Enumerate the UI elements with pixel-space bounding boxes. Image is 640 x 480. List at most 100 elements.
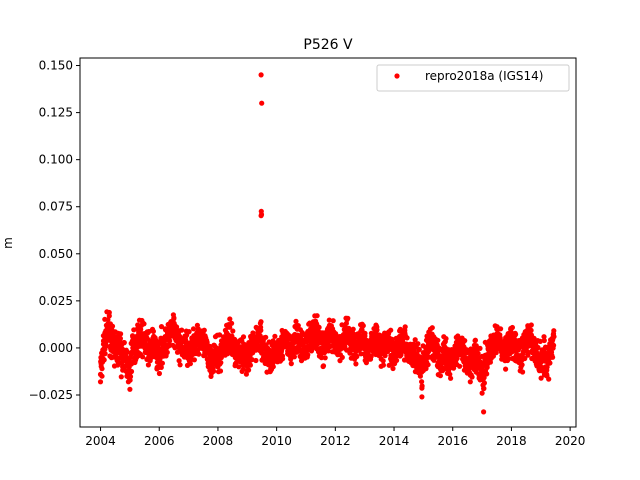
x-tick-label: 2004 (85, 434, 116, 448)
scatter-point (464, 367, 470, 374)
scatter-point (388, 345, 394, 351)
x-tick-label: 2012 (320, 434, 351, 448)
scatter-point (441, 356, 447, 362)
scatter-noise-point (118, 374, 124, 380)
x-tick-label: 2018 (496, 434, 527, 448)
scatter-point (300, 349, 306, 355)
scatter-point (253, 334, 259, 340)
scatter-point (476, 375, 482, 381)
scatter-point (147, 349, 153, 355)
scatter-point (467, 379, 473, 385)
scatter-point (373, 326, 379, 332)
scatter-point (491, 337, 497, 343)
scatter-point (262, 352, 268, 359)
scatter-noise-point (339, 354, 345, 360)
scatter-point (221, 341, 227, 347)
scatter-point (114, 354, 120, 360)
scatter-point (274, 352, 280, 359)
scatter-point (191, 334, 198, 340)
scatter-point (318, 337, 324, 343)
y-tick-label: 0.125 (39, 106, 73, 120)
scatter-point (517, 360, 523, 366)
scatter-point (485, 360, 491, 366)
scatter-noise-point (350, 326, 356, 332)
y-tick-label: 0.025 (39, 294, 73, 308)
scatter-noise-point (280, 356, 286, 362)
scatter-noise-point (257, 333, 263, 339)
scatter-noise-point (240, 366, 246, 372)
scatter-noise-point (158, 324, 165, 330)
scatter-point (323, 334, 330, 340)
scatter-point (511, 341, 517, 347)
scatter-point (128, 360, 134, 366)
scatter-point (238, 345, 244, 351)
scatter-noise-point (121, 340, 127, 346)
scatter-noise-point (484, 364, 490, 370)
scatter-point (109, 339, 115, 345)
scatter-point (541, 356, 547, 362)
scatter-point (414, 364, 421, 370)
scatter-point (258, 72, 264, 78)
scatter-point (326, 322, 333, 328)
plot-frame (79, 57, 577, 428)
x-tick-label: 2014 (379, 434, 410, 448)
scatter-point (235, 356, 242, 362)
scatter-point (461, 356, 468, 362)
scatter-noise-point (167, 338, 173, 344)
scatter-point (212, 356, 218, 362)
scatter-noise-point (506, 356, 512, 362)
scatter-point (473, 356, 479, 362)
scatter-point (444, 364, 450, 370)
scatter-noise-point (150, 328, 156, 334)
scatter-noise-point (227, 316, 233, 322)
scatter-point (529, 337, 535, 343)
scatter-point (165, 326, 171, 332)
scatter-point (488, 349, 494, 355)
scatter-noise-point (288, 361, 294, 367)
scatter-point (183, 337, 189, 343)
scatter-point (188, 352, 195, 359)
scatter-noise-point (469, 374, 475, 380)
scatter-point (368, 345, 374, 351)
scatter-point (247, 352, 253, 359)
scatter-point (200, 341, 206, 347)
scatter-point (291, 334, 297, 340)
scatter-point (156, 360, 162, 366)
scatter-point (177, 339, 183, 345)
scatter-noise-point (509, 324, 515, 331)
scatter-point (514, 352, 520, 359)
scatter-point (547, 360, 553, 366)
scatter-noise-point (425, 362, 431, 368)
scatter-point (335, 345, 341, 351)
scatter-point (97, 379, 104, 385)
scatter-point (197, 330, 203, 336)
y-axis-label: m (1, 237, 15, 249)
scatter-noise-point (541, 337, 547, 344)
scatter-noise-point (513, 331, 519, 337)
scatter-point (136, 330, 142, 336)
scatter-point (538, 367, 544, 374)
scatter-point (294, 326, 300, 332)
scatter-noise-point (187, 361, 193, 367)
scatter-noise-point (481, 385, 487, 392)
scatter-point (215, 364, 221, 370)
scatter-noise-point (473, 343, 479, 349)
scatter-point (285, 341, 291, 347)
scatter-noise-point (415, 341, 421, 347)
scatter-noise-point (305, 352, 311, 358)
scatter-noise-point (382, 353, 388, 359)
scatter-point (309, 322, 315, 328)
scatter-noise-point (429, 325, 435, 331)
scatter-point (265, 360, 271, 366)
scatter-point (99, 373, 105, 379)
scatter-point (494, 326, 500, 332)
scatter-point (456, 345, 462, 351)
scatter-noise-point (320, 363, 327, 369)
scatter-point (497, 334, 503, 340)
scatter-point (526, 326, 532, 332)
scatter-point (124, 373, 130, 379)
scatter-point (391, 352, 397, 359)
scatter-point (268, 364, 274, 370)
scatter-noise-point (538, 375, 544, 381)
